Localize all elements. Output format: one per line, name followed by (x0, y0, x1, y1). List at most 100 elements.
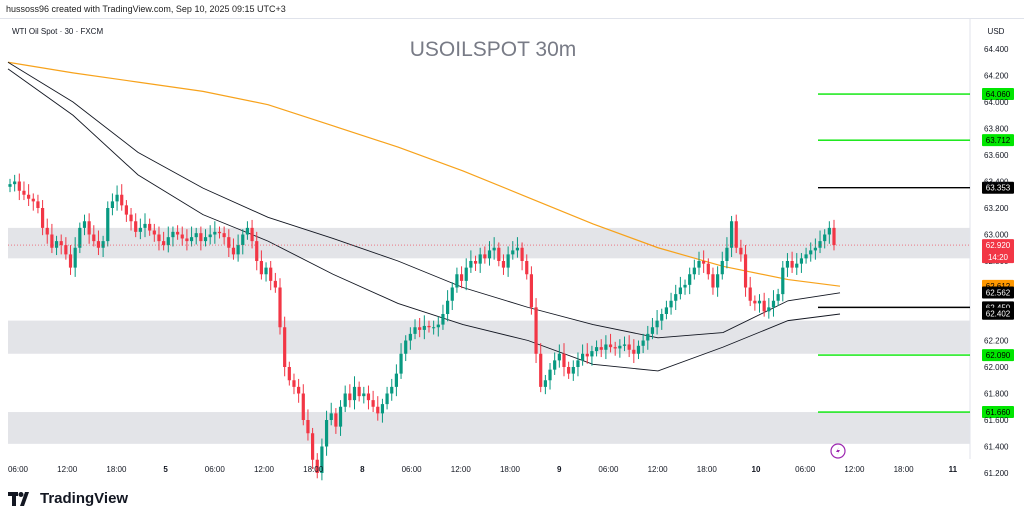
candle-body (338, 406, 343, 427)
candle-body (641, 340, 645, 346)
x-tick-label: 8 (360, 465, 365, 474)
candle-body (636, 345, 641, 354)
candle-body (390, 386, 394, 394)
candle-body (404, 340, 408, 354)
candle-body (269, 267, 273, 281)
candle-body (310, 433, 315, 460)
candle-body (650, 327, 655, 334)
candle-body (250, 227, 254, 242)
candle-body (539, 353, 543, 387)
candle-body (418, 327, 422, 330)
candle-body (622, 344, 627, 346)
candle-body (655, 320, 659, 328)
price-tag (982, 286, 1014, 299)
candle-body (753, 300, 757, 304)
candle-body (464, 267, 468, 281)
y-tick-label: 64.000 (984, 98, 1009, 107)
candle-body (757, 300, 762, 304)
candle-body (96, 241, 101, 248)
candle-body (40, 208, 45, 228)
candle-body (106, 208, 110, 242)
y-tick-label: 61.200 (984, 469, 1009, 478)
candle-body (711, 274, 715, 288)
candle-body (594, 347, 599, 352)
candle-body (790, 261, 794, 268)
y-tick-label: 63.400 (984, 178, 1009, 187)
candle-body (613, 347, 617, 349)
candle-body (702, 261, 706, 264)
candle-body (376, 406, 380, 414)
candle-body (27, 194, 31, 199)
candle-body (632, 349, 636, 354)
candle-body (823, 234, 827, 242)
countdown-label: 14:20 (988, 253, 1009, 262)
candle-body (203, 237, 208, 242)
candle-body (795, 263, 799, 268)
candle-body (688, 274, 692, 285)
candle-body (576, 360, 580, 367)
x-tick-label: 12:00 (254, 465, 275, 474)
candle-body (767, 307, 771, 312)
candle-body (124, 205, 128, 215)
candle-body (660, 314, 664, 321)
x-tick-label: 18:00 (106, 465, 127, 474)
candle-body (697, 261, 701, 268)
y-tick-label: 64.400 (984, 45, 1009, 54)
candle-body (422, 325, 426, 330)
candle-body (17, 181, 21, 191)
candle-body (343, 393, 347, 407)
candle-body (329, 413, 333, 420)
candle-body (64, 245, 68, 255)
candle-body (92, 234, 96, 242)
candle-body (515, 247, 520, 251)
candle-body (245, 227, 250, 235)
last-price-tag (982, 239, 1014, 264)
candle-body (213, 231, 217, 235)
candle-body (59, 241, 63, 246)
candle-body (297, 386, 301, 394)
alert-icon[interactable] (830, 443, 846, 459)
candle-body (208, 234, 212, 238)
candle-body (785, 261, 790, 268)
candle-body (809, 250, 813, 255)
candle-body (483, 254, 487, 259)
candle-body (497, 247, 501, 261)
candle-body (543, 380, 547, 387)
candle-body (324, 420, 329, 447)
candle-body (674, 294, 678, 301)
candle-body (110, 201, 115, 208)
candle-body (50, 234, 54, 248)
candle-body (776, 294, 780, 301)
candle-body (394, 373, 398, 387)
candle-body (781, 267, 785, 295)
candle-body (413, 327, 417, 334)
x-tick-label: 12:00 (451, 465, 472, 474)
y-tick-label: 63.200 (984, 204, 1009, 213)
candle-body (618, 345, 622, 349)
candle-body (54, 241, 59, 248)
indicator-line-band-upper (7, 61, 841, 339)
candle-body (478, 254, 482, 264)
candle-body (13, 181, 17, 185)
level-tag (982, 88, 1014, 101)
x-tick-label: 5 (163, 465, 168, 474)
candle-body (194, 233, 198, 238)
chart-frame: WTI Oil Spot · 30 · FXCM USOILSPOT 30m U… (0, 18, 1024, 483)
candle-body (217, 231, 222, 234)
x-tick-label: 10 (752, 465, 761, 474)
x-tick-label: 18:00 (303, 465, 324, 474)
candle-body (36, 201, 40, 208)
candle-body (287, 367, 291, 381)
candle-body (743, 254, 748, 288)
candle-body (315, 459, 319, 473)
y-tick-label: 63.800 (984, 125, 1009, 134)
chart-svg[interactable]: WTI Oil Spot · 30 · FXCM USOILSPOT 30m U… (0, 19, 1024, 483)
candle-body (571, 367, 575, 374)
candle-body (255, 241, 259, 261)
candle-body (520, 247, 524, 261)
tradingview-logo-icon (8, 491, 29, 506)
price-tag-label: 62.612 (986, 282, 1011, 291)
candle-body (748, 287, 752, 301)
